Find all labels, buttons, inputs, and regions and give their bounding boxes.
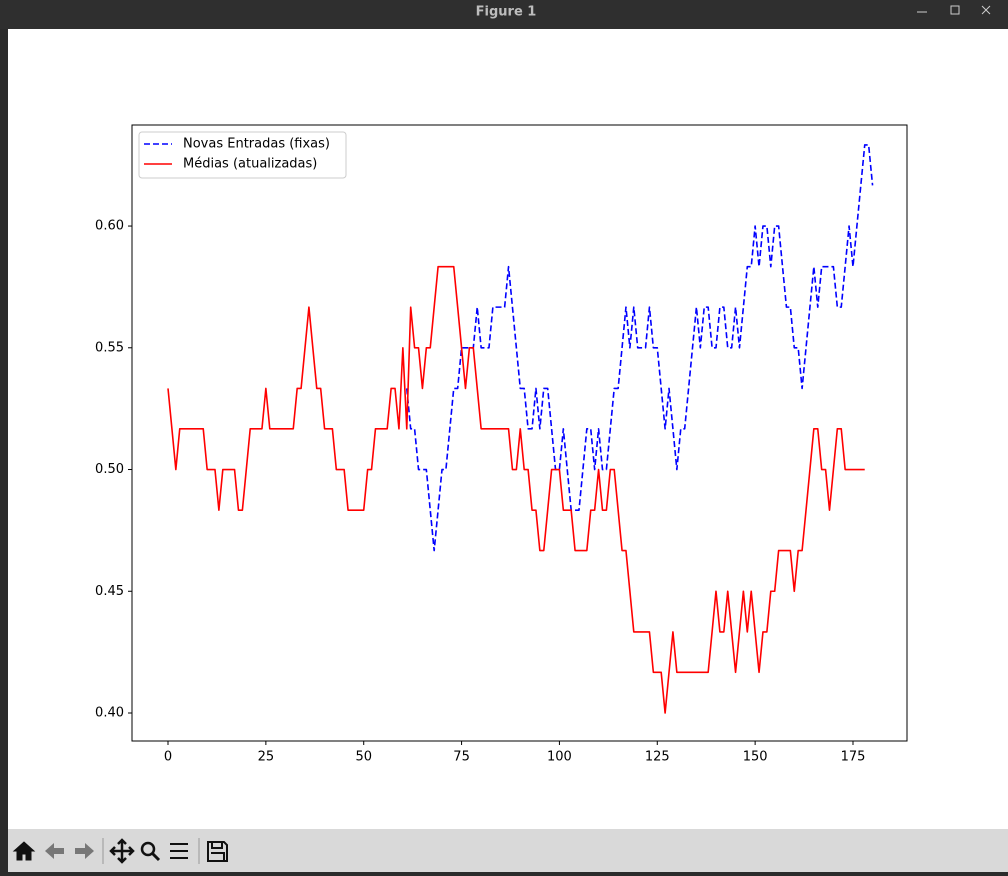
zoom-handle [150,851,161,862]
legend-box [138,131,347,179]
maximize-button[interactable] [950,5,960,15]
forward-button[interactable] [75,843,94,859]
window-title: Figure 1 [476,5,537,20]
y-tick-label: 0.50 [95,462,124,477]
y-tick-label: 0.45 [95,584,124,599]
x-tick-label: 75 [453,750,470,765]
x-tick-label: 175 [841,750,866,765]
pan-button[interactable] [109,838,135,864]
y-tick-label: 0.60 [95,219,124,234]
x-tick-label: 100 [547,750,572,765]
legend: Novas Entradas (fixas) Médias (atualizada… [138,131,347,179]
y-tick-label: 0.40 [95,706,124,721]
toolbar-icons [12,838,228,864]
title-bar [0,0,1008,29]
y-tick-label: 0.55 [95,340,124,355]
x-tick-label: 25 [258,750,275,765]
data-line [167,265,865,714]
home-button[interactable] [12,841,36,861]
zoom-button[interactable] [140,841,156,857]
x-tick-label: 0 [164,750,172,765]
legend-label: Novas Entradas (fixas) [183,137,330,152]
back-button[interactable] [45,843,64,859]
x-tick-label: 125 [645,750,670,765]
legend-label: Médias (atualizadas) [183,157,317,172]
x-tick-label: 50 [355,750,372,765]
close-button[interactable] [981,5,991,15]
save-button[interactable] [207,841,228,862]
configure-button[interactable] [170,843,188,859]
x-tick-label: 150 [743,750,768,765]
data-line [405,144,874,552]
toolbar [8,829,1008,872]
